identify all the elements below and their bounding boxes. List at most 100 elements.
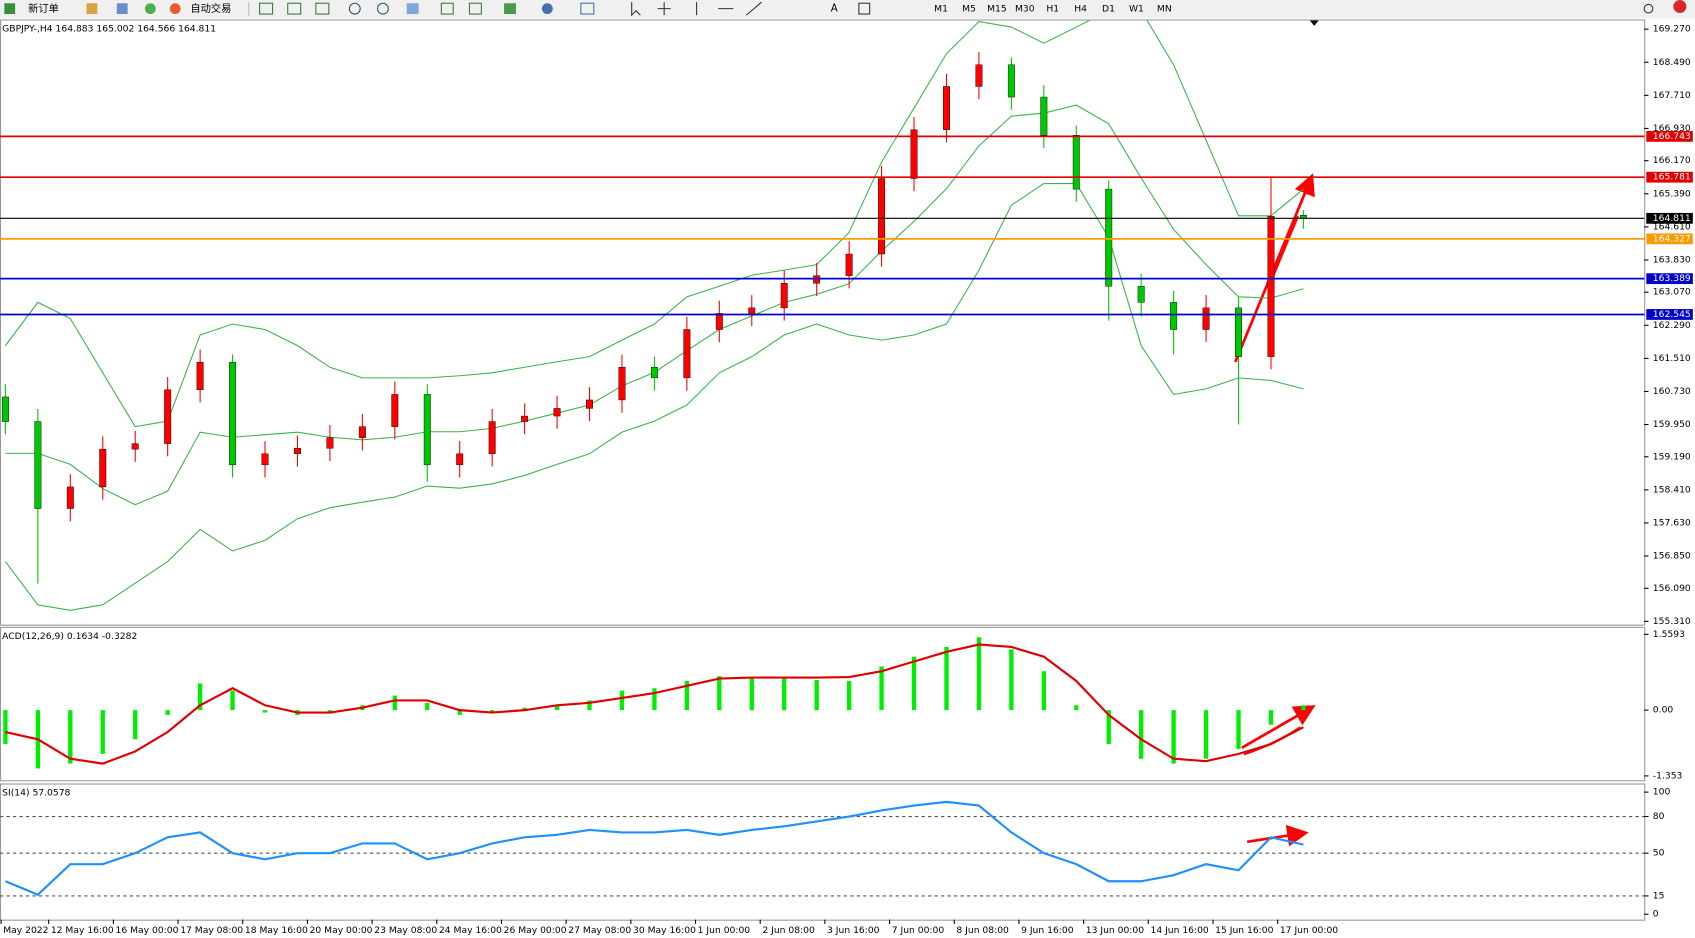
indicator-title: SI(14) 57.0578	[2, 788, 70, 799]
price-panel-frame	[0, 19, 1646, 626]
y-tick-label: 163.830	[1653, 254, 1691, 265]
candle-body	[748, 307, 756, 314]
icon[interactable]	[315, 2, 330, 15]
candle-body	[1202, 307, 1210, 330]
icon[interactable]	[468, 2, 482, 15]
candle-body	[586, 399, 593, 409]
timeframe-button[interactable]: W1	[1129, 4, 1144, 15]
icon[interactable]	[144, 3, 156, 15]
panel	[3, 637, 1306, 769]
timeframe-button[interactable]: D1	[1102, 4, 1115, 15]
icon[interactable]	[406, 3, 419, 15]
y-tick-label: 0	[1653, 909, 1659, 920]
search-icon[interactable]	[1643, 3, 1654, 14]
candle-body	[780, 283, 788, 309]
icon[interactable]	[116, 3, 128, 15]
timeframe-button[interactable]: M15	[987, 4, 1007, 15]
toolbar-button[interactable]: 新订单	[28, 2, 59, 15]
y-tick-label: 15	[1653, 890, 1665, 901]
indicator-line	[4, 20, 1304, 428]
histogram-bar	[1203, 710, 1209, 759]
timeframe-button[interactable]: MN	[1157, 4, 1172, 15]
price-tag	[1646, 309, 1693, 320]
macd-panel-frame	[0, 626, 1646, 782]
candle-body	[650, 367, 658, 379]
price-tag	[1646, 273, 1693, 285]
histogram-bar	[490, 710, 495, 713]
shift-marker	[1309, 20, 1319, 26]
histogram-bar	[1009, 649, 1014, 711]
y-tick-label: 157.630	[1653, 517, 1691, 528]
candle-body	[66, 486, 74, 509]
toolbar	[0, 0, 1695, 19]
icon[interactable]	[696, 1, 762, 16]
histogram-bar	[911, 656, 917, 711]
histogram-bar	[814, 679, 819, 711]
icon[interactable]	[287, 2, 302, 15]
icon[interactable]	[657, 2, 671, 16]
x-tick-label: 16 May 00:00	[116, 925, 179, 936]
panel-frames	[0, 19, 1646, 921]
timeframe-button[interactable]: M1	[934, 4, 948, 15]
histogram-bar	[327, 710, 333, 713]
histogram-bar	[652, 688, 657, 711]
x-tick-label: 15 Jun 16:00	[1215, 925, 1273, 936]
timeframe-button[interactable]: H1	[1046, 4, 1059, 15]
icon[interactable]	[580, 2, 595, 15]
x-tick-label: 12 May 16:00	[51, 925, 114, 936]
alert-icon[interactable]	[1673, 0, 1687, 13]
candle-body	[1235, 307, 1242, 357]
histogram-bar	[522, 707, 527, 711]
candle-body	[715, 313, 723, 330]
icon[interactable]	[504, 3, 516, 15]
price-tag-label: 164.327	[1653, 233, 1691, 244]
icon[interactable]	[348, 2, 361, 15]
icon[interactable]	[858, 2, 871, 15]
timeframe-button[interactable]: M5	[962, 4, 976, 15]
icon[interactable]	[169, 3, 181, 15]
histogram-bar	[457, 710, 462, 715]
icon[interactable]	[440, 2, 454, 15]
x-tick-label: 30 May 16:00	[633, 925, 696, 936]
histogram-bar	[749, 678, 754, 711]
icon[interactable]	[541, 3, 553, 15]
icon[interactable]	[259, 2, 274, 15]
y-tick-label: 166.170	[1653, 155, 1691, 166]
x-tick-label: 27 May 08:00	[568, 925, 631, 936]
icon-text[interactable]: A	[831, 3, 838, 15]
icon[interactable]	[376, 2, 389, 15]
rsi-panel-frame	[0, 783, 1646, 921]
candle-body	[131, 443, 139, 450]
candle-body	[618, 367, 626, 401]
y-tick-label: 155.310	[1653, 616, 1691, 627]
price-tag-label: 165.781	[1653, 172, 1691, 183]
x-tick-label: 23 May 08:00	[374, 925, 437, 936]
candle-body	[1007, 64, 1015, 98]
candle-body	[553, 408, 561, 417]
toolbar-button[interactable]: 自动交易	[190, 2, 231, 15]
x-tick-label: 14 Jun 16:00	[1150, 925, 1208, 936]
candle-body	[358, 426, 366, 438]
timeframe-button[interactable]: H4	[1074, 4, 1087, 15]
x-tick-label: 17 Jun 00:00	[1280, 925, 1338, 936]
histogram-bar	[100, 710, 105, 754]
indicator-title: ACD(12,26,9) 0.1634 -0.3282	[2, 631, 137, 642]
price-tag	[1646, 171, 1693, 183]
candle-body	[196, 361, 204, 390]
price-tag-label: 162.545	[1653, 309, 1691, 320]
y-tick-label: 164.610	[1653, 221, 1691, 232]
histogram-bar	[1041, 671, 1046, 711]
candle-body	[1040, 96, 1048, 136]
y-tick-label: 163.070	[1653, 287, 1691, 298]
timeframe-button[interactable]: M30	[1015, 4, 1035, 15]
histogram-bar	[1074, 705, 1079, 711]
x-tick-label: 26 May 00:00	[504, 925, 567, 936]
histogram-bar	[3, 710, 8, 745]
y-tick-label: 162.290	[1653, 320, 1691, 331]
icon[interactable]	[4, 3, 16, 15]
icon[interactable]	[86, 3, 98, 15]
icon[interactable]	[631, 2, 641, 17]
histogram-bar	[165, 710, 170, 715]
